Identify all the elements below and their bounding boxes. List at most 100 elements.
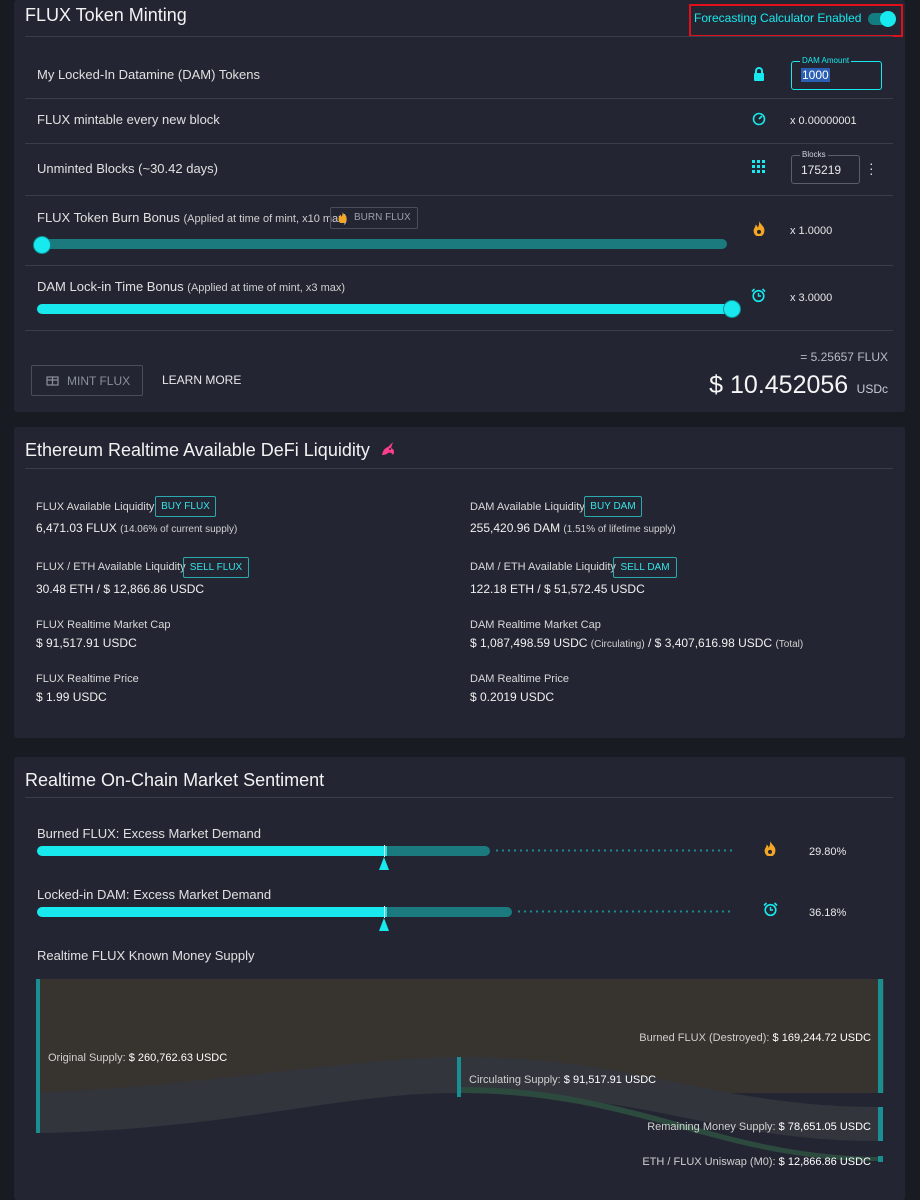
minting-title: FLUX Token Minting (25, 5, 187, 25)
dam-market-cap-total-note: (Total) (775, 639, 804, 650)
uniswap-flow-band (460, 1087, 878, 1161)
flux-market-cap-value: $ 91,517.91 USDC (36, 636, 137, 650)
supply-title: Realtime FLUX Known Money Supply (37, 948, 255, 963)
divider (25, 98, 893, 99)
money-supply-flow (36, 979, 884, 1162)
circulating-flow-band-in (40, 1057, 458, 1133)
usd-value: $ 10.452056 (709, 371, 849, 399)
flame-icon (338, 212, 347, 226)
uniswap-supply-title: ETH / FLUX Uniswap (M0): (642, 1156, 776, 1168)
grid-icon (752, 160, 765, 175)
burned-flux-title: Burned FLUX (Destroyed): (639, 1032, 770, 1044)
dam-market-cap-total: / $ 3,407,616.98 USDC (648, 636, 773, 650)
remaining-supply-label: Remaining Money Supply: $ 78,651.05 USDC (647, 1121, 871, 1133)
dam-liquidity-label: DAM Available Liquidity (470, 501, 585, 513)
flux-liquidity-value: 6,471.03 FLUX (14.06% of current supply) (36, 521, 237, 535)
alarm-icon (763, 902, 778, 919)
minting-panel: FLUX Token Minting Forecasting Calculato… (14, 0, 905, 412)
dam-market-cap-circ-note: (Circulating) (590, 639, 645, 650)
burned-demand-bar-remaining (494, 849, 734, 852)
burn-bonus-value: x 1.0000 (790, 225, 833, 237)
locked-dam-label: My Locked-In Datamine (DAM) Tokens (37, 67, 261, 82)
uniswap-supply-value: $ 12,866.86 USDC (778, 1156, 871, 1168)
flux-per-block-label: FLUX mintable every new block (37, 112, 220, 127)
burn-flux-button[interactable]: BURN FLUX (330, 207, 418, 229)
buy-dam-button[interactable]: BUY DAM (584, 496, 642, 517)
liquidity-title: Ethereum Realtime Available DeFi Liquidi… (25, 440, 397, 463)
lockin-bonus-value: x 3.0000 (790, 292, 833, 304)
circulating-supply-node (457, 1057, 461, 1097)
burned-demand-bar-base (37, 846, 387, 856)
forecast-toggle-label: Forecasting Calculator Enabled (694, 11, 862, 25)
lockin-bonus-title: DAM Lock-in Time Bonus (37, 279, 184, 294)
dam-liquidity-value: 255,420.96 DAM (1.51% of lifetime supply… (470, 521, 676, 535)
burned-demand-label: Burned FLUX: Excess Market Demand (37, 826, 261, 841)
burn-bonus-note: (Applied at time of mint, x10 max) (183, 213, 348, 225)
flame-icon (753, 221, 765, 238)
uniswap-node (878, 1156, 883, 1162)
locked-demand-marker (379, 918, 389, 931)
flux-per-block-value: x 0.00000001 (790, 115, 857, 127)
lock-icon (752, 67, 766, 84)
flux-estimate: = 5.25657 FLUX (800, 350, 888, 364)
forecast-toggle-knob (880, 11, 896, 27)
locked-demand-label: Locked-in DAM: Excess Market Demand (37, 887, 272, 902)
burned-demand-bar-excess (387, 846, 490, 856)
unicorn-icon (379, 440, 397, 463)
forecast-toggle-area: Forecasting Calculator Enabled (689, 4, 903, 37)
dam-price-value: $ 0.2019 USDC (470, 690, 555, 704)
flux-price-value: $ 1.99 USDC (36, 690, 107, 704)
dam-market-cap-label: DAM Realtime Market Cap (470, 619, 601, 631)
burned-node (878, 979, 883, 1093)
flux-liquidity-amount: 6,471.03 FLUX (36, 521, 117, 535)
sentiment-title: Realtime On-Chain Market Sentiment (25, 770, 325, 790)
remaining-flow-band (460, 1057, 878, 1141)
burned-demand-marker-line (384, 845, 385, 857)
lockin-bonus-label: DAM Lock-in Time Bonus (Applied at time … (37, 279, 345, 294)
flux-market-cap-label: FLUX Realtime Market Cap (36, 619, 171, 631)
dam-market-cap-circ: $ 1,087,498.59 USDC (470, 636, 588, 650)
dam-price-label: DAM Realtime Price (470, 673, 570, 685)
lockin-bonus-slider-handle[interactable] (723, 300, 741, 318)
usd-unit: USDc (856, 382, 888, 396)
dam-amount-label: DAM Amount (800, 56, 852, 65)
circulating-supply-title: Circulating Supply: (469, 1074, 561, 1086)
dam-market-cap-value: $ 1,087,498.59 USDC (Circulating) / $ 3,… (470, 636, 803, 650)
blocks-value: 175219 (801, 163, 842, 177)
burn-bonus-slider[interactable] (37, 239, 727, 249)
learn-more-link[interactable]: LEARN MORE (162, 373, 242, 387)
divider (25, 36, 893, 37)
burn-bonus-title: FLUX Token Burn Bonus (37, 210, 180, 225)
divider (25, 195, 893, 196)
locked-demand-value: 36.18% (809, 907, 847, 919)
flux-liquidity-label: FLUX Available Liquidity (36, 501, 155, 513)
burn-bonus-slider-handle[interactable] (33, 236, 51, 254)
divider (25, 330, 893, 331)
locked-demand-bar-excess (387, 907, 512, 917)
lockin-bonus-note: (Applied at time of mint, x3 max) (187, 282, 346, 294)
dam-eth-liquidity-label: DAM / ETH Available Liquidity (470, 561, 616, 573)
burned-flux-label: Burned FLUX (Destroyed): $ 169,244.72 US… (639, 1032, 871, 1044)
lockin-bonus-slider[interactable] (37, 304, 730, 314)
forecast-toggle-switch[interactable] (868, 11, 896, 27)
sell-dam-button[interactable]: SELL DAM (613, 557, 677, 578)
divider (25, 143, 893, 144)
circulating-supply-value: $ 91,517.91 USDC (563, 1074, 657, 1086)
original-supply-node (36, 979, 40, 1133)
flux-eth-liquidity-label: FLUX / ETH Available Liquidity (36, 561, 186, 573)
liquidity-title-text: Ethereum Realtime Available DeFi Liquidi… (25, 440, 370, 460)
dam-liquidity-note: (1.51% of lifetime supply) (563, 524, 676, 535)
uniswap-supply-label: ETH / FLUX Uniswap (M0): $ 12,866.86 USD… (642, 1156, 871, 1168)
locked-demand-marker-line (384, 906, 385, 918)
sell-flux-button[interactable]: SELL FLUX (183, 557, 249, 578)
more-options-icon[interactable]: · · · (869, 155, 874, 181)
dam-amount-field[interactable]: 1000 (791, 61, 882, 90)
flux-eth-liquidity-value: 30.48 ETH / $ 12,866.86 USDC (36, 582, 205, 596)
original-supply-label: Original Supply: $ 260,762.63 USDC (48, 1052, 227, 1064)
mint-flux-button[interactable]: MINT FLUX (31, 365, 143, 396)
burn-flux-button-label: BURN FLUX (354, 212, 411, 223)
buy-flux-button[interactable]: BUY FLUX (155, 496, 216, 517)
blocks-field[interactable]: 175219 (791, 155, 860, 184)
burned-demand-marker (379, 857, 389, 870)
burned-flux-value: $ 169,244.72 USDC (772, 1032, 871, 1044)
